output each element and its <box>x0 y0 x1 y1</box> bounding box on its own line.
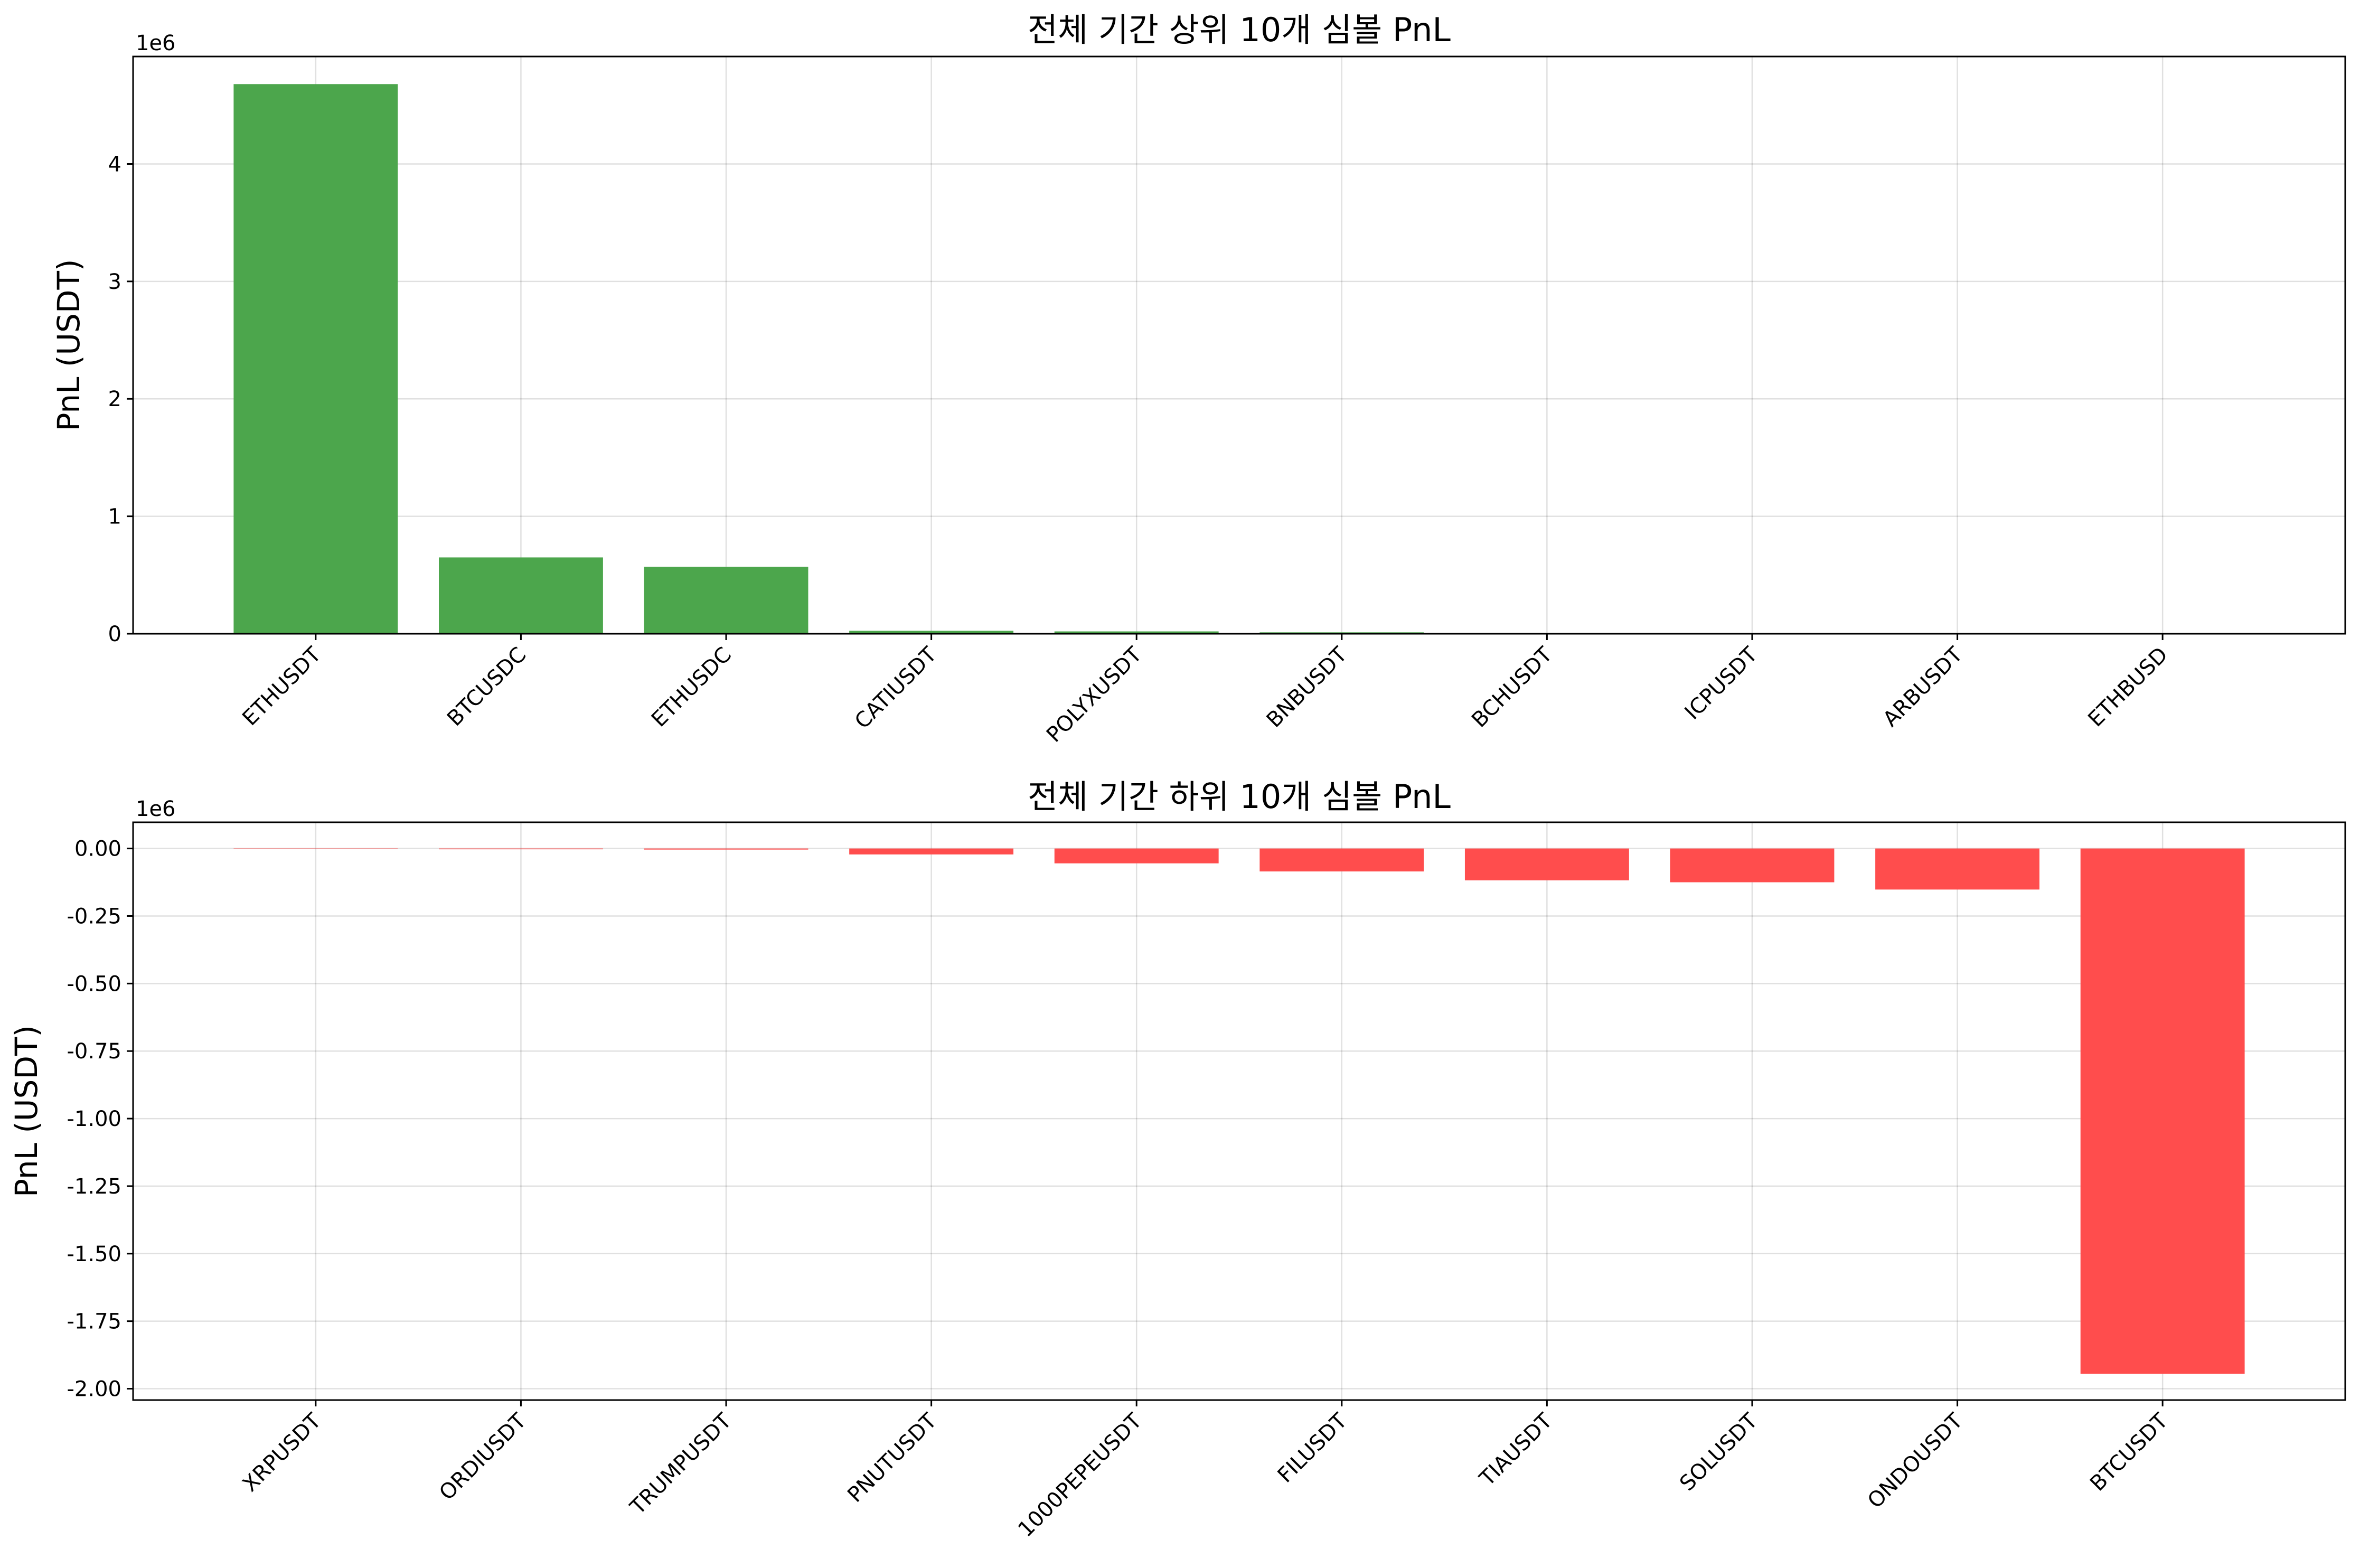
bar-ondousdt <box>1875 848 2040 890</box>
chart-title: 전체 기간 하위 10개 심볼 PnL <box>1028 777 1451 816</box>
y-axis-label: PnL (USDT) <box>8 1025 44 1197</box>
bar-btcusdt <box>2080 848 2245 1374</box>
x-tick-label: ETHUSDT <box>238 642 326 730</box>
bar-ordiusdt <box>438 848 603 850</box>
plot-frame <box>132 55 2346 635</box>
y-tick-label: 2 <box>108 387 121 411</box>
x-tick-label: TIAUSDT <box>1475 1409 1557 1491</box>
x-tick-label: POLYXUSDT <box>1042 642 1147 747</box>
y-tick-label: -1.50 <box>67 1242 122 1266</box>
bar-polyxusdt <box>1054 631 1219 634</box>
x-tick-label: ONDOUSDT <box>1863 1409 1968 1513</box>
y-tick-label: 3 <box>108 270 121 294</box>
bar-filusdt <box>1259 848 1424 872</box>
x-tick-label: ETHBUSD <box>2083 643 2173 732</box>
top-symbols-chart: 0 1 2 3 4 ETHUSDT BTCUSDC ETHUSDC CATIUSDT POLYXU… <box>51 11 2346 747</box>
y-tick-label: -0.50 <box>67 972 122 996</box>
x-tick-label: ORDIUSDT <box>435 1409 531 1505</box>
chart-title: 전체 기간 상위 10개 심볼 PnL <box>1028 11 1451 49</box>
y-tick-label: -2.00 <box>67 1377 122 1402</box>
y-tick-label: -0.75 <box>67 1039 122 1064</box>
y-tick-label: -1.00 <box>67 1107 122 1131</box>
y-tick-label: -1.75 <box>67 1310 122 1334</box>
x-tick-label: ETHUSDC <box>647 643 736 732</box>
y-tick-label: 4 <box>108 152 121 176</box>
y-tick-label: -1.25 <box>67 1175 122 1199</box>
x-tick-label: 1000PEPEUSDT <box>1013 1409 1146 1542</box>
y-tick-label: -0.25 <box>67 904 122 928</box>
x-tick-label: TRUMPUSDT <box>625 1409 736 1519</box>
y-tick-label: 1 <box>108 505 121 529</box>
bar-tiausdt <box>1464 848 1629 880</box>
plot-frame <box>132 821 2346 1401</box>
bar-btcusdc <box>438 557 603 634</box>
y-axis-label: PnL (USDT) <box>51 259 87 431</box>
x-tick-label: SOLUSDT <box>1675 1409 1762 1496</box>
x-tick-label: ICPUSDT <box>1680 642 1763 725</box>
x-tick-label: CATIUSDT <box>850 642 942 734</box>
bar-trumpusdt <box>644 848 808 850</box>
bar-pnutusdt <box>849 848 1014 855</box>
x-tick-label: BNBUSDT <box>1262 642 1352 733</box>
bottom-symbols-chart: 0.00 -0.25 -0.50 -0.75 -1.00 -1.25 -1.50 -1.75 -… <box>8 777 2346 1542</box>
x-tick-label: PNUTUSDT <box>843 1409 942 1507</box>
x-tick-label: BTCUSDC <box>443 643 531 731</box>
bar-1000pepeusdt <box>1054 848 1219 863</box>
x-tick-label: BTCUSDT <box>2085 1409 2173 1496</box>
bar-solusdt <box>1670 848 1835 882</box>
bar-catiusdt <box>849 631 1014 634</box>
bar-ethusdt <box>233 84 398 634</box>
axis-scale-label: 1e6 <box>136 31 176 55</box>
x-tick-label: BCHUSDT <box>1467 642 1557 733</box>
x-tick-label: XRPUSDT <box>238 1409 326 1497</box>
bar-ethusdc <box>644 567 808 634</box>
y-tick-label: 0.00 <box>74 837 121 861</box>
x-tick-label: FILUSDT <box>1273 1409 1352 1488</box>
axis-scale-label: 1e6 <box>136 797 176 821</box>
x-tick-label: ARBUSDT <box>1878 642 1968 731</box>
y-tick-label: 0 <box>108 622 121 646</box>
